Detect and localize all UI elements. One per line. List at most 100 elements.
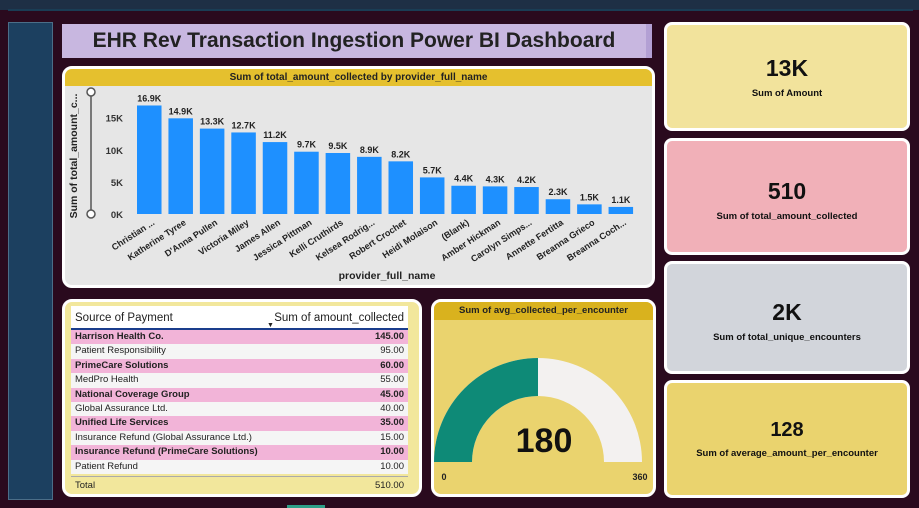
bar[interactable]: [419, 177, 445, 214]
bar[interactable]: [514, 187, 539, 214]
x-axis-label: provider_full_name: [339, 270, 436, 282]
table-row[interactable]: Unified Life Services 35.00: [71, 416, 408, 431]
row-source: MedPro Health: [75, 374, 139, 386]
table-row[interactable]: Patient Responsibility 95.00: [71, 344, 408, 359]
data-label: 2.3K: [548, 187, 568, 197]
kpi-card-avg-per-encounter[interactable]: 128 Sum of average_amount_per_encounter: [664, 380, 910, 498]
col-amount-header[interactable]: Sum of amount_collected: [274, 312, 404, 324]
payment-table[interactable]: Source of Payment ▼ Sum of amount_collec…: [71, 306, 408, 494]
table-total-row: Total 510.00: [71, 475, 408, 494]
table-row[interactable]: PrimeCare Solutions 60.00: [71, 358, 408, 374]
bar[interactable]: [137, 105, 162, 214]
data-label: 1.5K: [580, 192, 600, 202]
bar[interactable]: [577, 204, 602, 214]
row-amount: 145.00: [374, 331, 404, 342]
dashboard-title-box: EHR Rev Transaction Ingestion Power BI D…: [62, 24, 652, 58]
kpi-label: Sum of Amount: [751, 87, 823, 99]
data-label: 16.9K: [137, 93, 162, 103]
bar[interactable]: [388, 161, 414, 214]
dashboard-title: EHR Rev Transaction Ingestion Power BI D…: [92, 29, 616, 52]
kpi-value: 13K: [765, 54, 809, 81]
data-label: 1.1K: [611, 195, 631, 205]
kpi-value: 2K: [772, 298, 802, 325]
slider-handle-top[interactable]: [86, 87, 96, 97]
table-row[interactable]: Patient Refund 10.00: [71, 459, 408, 474]
row-amount: 40.00: [380, 402, 404, 414]
data-label: 8.2K: [391, 149, 411, 159]
kpi-card-amount[interactable]: 13K Sum of Amount: [664, 22, 910, 131]
data-label: 4.2K: [517, 175, 537, 185]
data-label: 4.4K: [454, 174, 474, 184]
gauge-chart[interactable]: 180 0 360: [434, 320, 653, 494]
table-row[interactable]: Insurance Refund (PrimeCare Solutions) 10…: [71, 445, 408, 460]
x-tick-label: Heidi Molaison: [381, 217, 440, 260]
kpi-value: 510: [767, 177, 807, 204]
row-source: National Coverage Group: [75, 388, 190, 400]
table-row[interactable]: Harrison Health Co. 145.00: [71, 330, 408, 345]
row-amount: 55.00: [380, 374, 404, 386]
row-amount: 45.00: [380, 388, 404, 400]
row-source: Global Assurance Ltd.: [75, 402, 168, 414]
left-panel: [8, 22, 53, 500]
bar[interactable]: [451, 185, 476, 214]
row-source: Patient Refund: [75, 460, 138, 472]
bar[interactable]: [231, 132, 256, 214]
data-label: 13.3K: [200, 117, 225, 127]
top-bar: [0, 0, 919, 10]
gauge-card[interactable]: Sum of avg_collected_per_encounter 180 0 3…: [431, 299, 656, 497]
total-label: Total: [75, 479, 96, 491]
row-source: Harrison Health Co.: [75, 331, 164, 342]
data-label: 9.7K: [297, 140, 317, 150]
bar[interactable]: [294, 151, 319, 214]
kpi-value: 128: [770, 419, 804, 441]
bar[interactable]: [168, 118, 193, 214]
kpi-label: Sum of total_unique_encounters: [713, 331, 861, 343]
table-row[interactable]: National Coverage Group 45.00: [71, 387, 408, 402]
gauge-min-label: 0: [441, 472, 446, 482]
row-source: Unified Life Services: [75, 417, 169, 429]
data-label: 14.9K: [169, 106, 194, 116]
row-amount: 10.00: [380, 446, 404, 458]
data-label: 4.3K: [486, 174, 506, 184]
table-header: Source of Payment ▼ Sum of amount_collec…: [71, 306, 408, 330]
col-source-header[interactable]: Source of Payment: [75, 312, 173, 324]
bar-chart-card[interactable]: Sum of total_amount_collected by provide…: [62, 66, 655, 288]
row-source: Insurance Refund (Global Assurance Ltd.): [75, 431, 252, 443]
gauge-fill: [434, 358, 538, 462]
x-tick-label: Breanna Coch...: [565, 217, 628, 263]
bar[interactable]: [262, 142, 288, 214]
row-amount: 10.00: [380, 460, 404, 472]
row-amount: 95.00: [380, 345, 404, 357]
row-amount: 15.00: [380, 431, 404, 443]
y-tick-label: 5K: [111, 178, 123, 189]
table-row[interactable]: Global Assurance Ltd. 40.00: [71, 401, 408, 417]
y-tick-label: 15K: [106, 114, 124, 125]
gauge-value: 180: [516, 422, 573, 460]
page-tab-indicator[interactable]: [287, 505, 325, 508]
y-tick-label: 10K: [106, 146, 124, 157]
kpi-card-unique-encounters[interactable]: 2K Sum of total_unique_encounters: [664, 261, 910, 374]
table-row[interactable]: Insurance Refund (Global Assurance Ltd.)…: [71, 430, 408, 446]
bar[interactable]: [545, 199, 571, 214]
data-label: 12.7K: [232, 120, 257, 130]
row-source: Patient Responsibility: [75, 345, 166, 357]
sort-desc-icon[interactable]: ▼: [267, 322, 274, 329]
row-amount: 35.00: [380, 417, 404, 429]
row-source: Insurance Refund (PrimeCare Solutions): [75, 446, 258, 458]
y-axis-label: Sum of total_amount_c...: [68, 94, 80, 219]
table-row[interactable]: MedPro Health 55.00: [71, 373, 408, 388]
data-label: 11.2K: [263, 130, 287, 140]
data-label: 5.7K: [423, 165, 443, 175]
bar-chart[interactable]: Sum of total_amount_c... 0K5K10K15K16.9KC…: [65, 86, 652, 285]
bar[interactable]: [357, 156, 382, 214]
kpi-card-total-collected[interactable]: 510 Sum of total_amount_collected: [664, 138, 910, 255]
bar[interactable]: [482, 186, 508, 214]
bar[interactable]: [608, 206, 634, 214]
data-label: 8.9K: [360, 145, 380, 155]
slider-handle-bottom[interactable]: [86, 209, 96, 219]
row-amount: 60.00: [380, 359, 404, 371]
bar[interactable]: [199, 128, 225, 214]
payment-table-card[interactable]: Source of Payment ▼ Sum of amount_collec…: [62, 299, 422, 497]
bar[interactable]: [325, 153, 351, 214]
total-value: 510.00: [374, 479, 404, 491]
